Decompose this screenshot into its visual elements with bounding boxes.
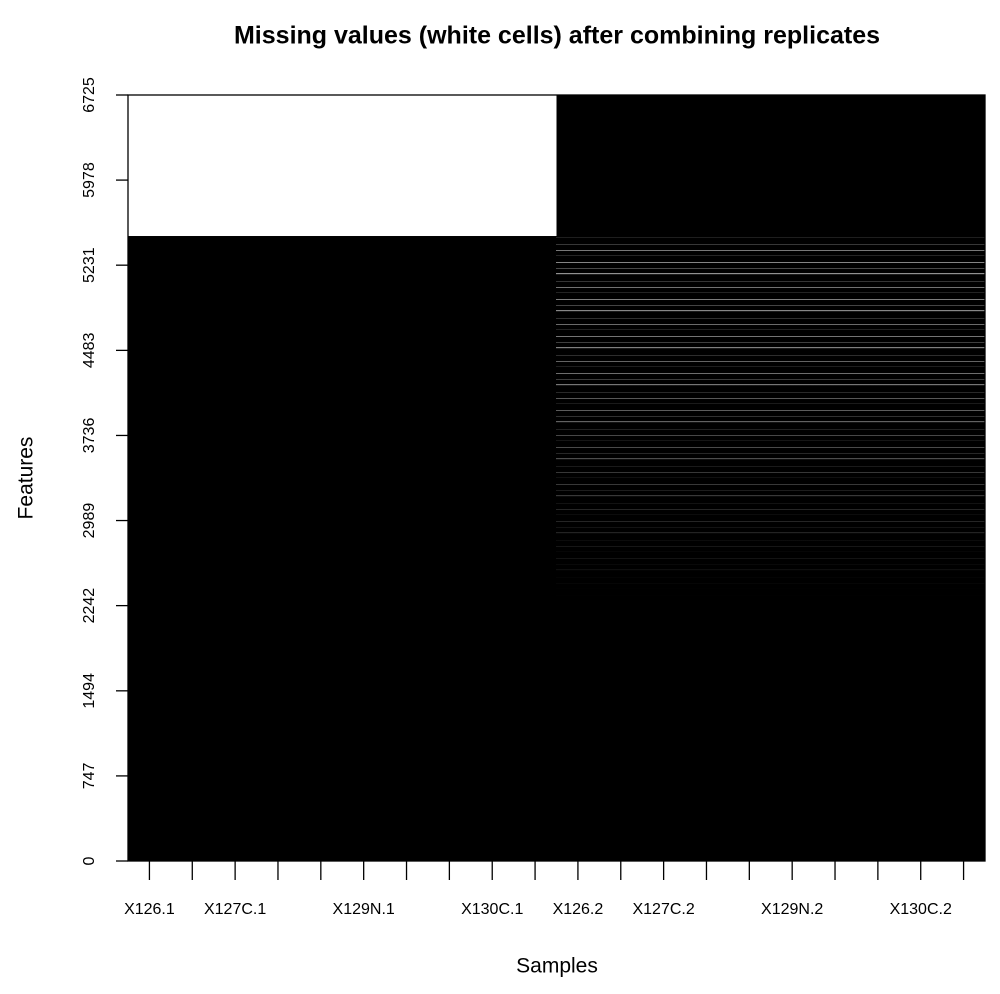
- x-tick-label: X126.2: [553, 901, 604, 918]
- y-tick-label: 5231: [81, 247, 98, 283]
- chart-title: Missing values (white cells) after combi…: [234, 22, 880, 50]
- x-tick-label: X129N.2: [761, 901, 823, 918]
- x-tick-label: X127C.1: [204, 901, 266, 918]
- y-tick-label: 0: [81, 856, 98, 865]
- x-tick-label: X129N.1: [333, 901, 395, 918]
- y-tick-label: 2989: [81, 503, 98, 539]
- x-tick-label: X130C.1: [461, 901, 523, 918]
- y-tick-label: 6725: [81, 77, 98, 113]
- y-tick-label: 5978: [81, 162, 98, 198]
- streak-texture: [556, 237, 985, 597]
- y-tick-label: 1494: [81, 673, 98, 709]
- x-tick-label: X130C.2: [890, 901, 952, 918]
- y-tick-label: 4483: [81, 332, 98, 368]
- missing-region: [128, 95, 557, 237]
- y-tick-label: 3736: [81, 418, 98, 454]
- plot-border: [127, 94, 986, 862]
- x-axis-label: Samples: [516, 955, 598, 978]
- y-tick-label: 2242: [81, 588, 98, 624]
- y-axis-label: Features: [15, 437, 38, 520]
- y-tick-label: 747: [81, 762, 98, 789]
- x-tick-label: X126.1: [124, 901, 175, 918]
- x-tick-label: X127C.2: [632, 901, 694, 918]
